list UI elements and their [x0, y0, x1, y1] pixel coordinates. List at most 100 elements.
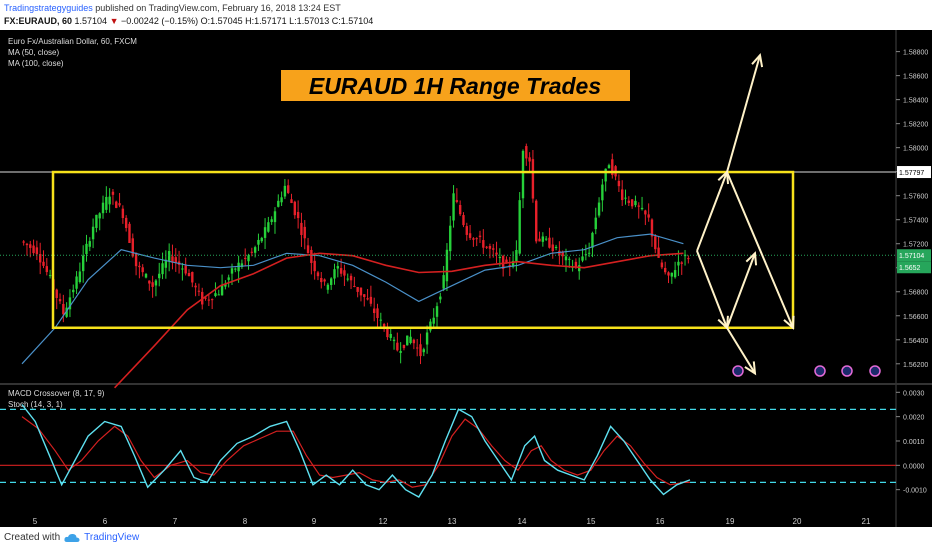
- candle-body: [349, 275, 353, 281]
- chart-canvas[interactable]: 1.588001.586001.584001.582001.580001.578…: [0, 30, 932, 528]
- candle-body: [412, 339, 416, 344]
- time-tick-label: 12: [379, 517, 388, 526]
- candle-body: [611, 159, 614, 176]
- candle-body: [442, 275, 445, 289]
- candle-body: [320, 277, 323, 283]
- projection-arrows: [696, 53, 795, 376]
- candle-body: [535, 200, 538, 242]
- price-tick-label: 1.56200: [903, 362, 928, 369]
- candle-body: [604, 168, 607, 182]
- candle-body: [98, 213, 101, 219]
- candle-body: [115, 201, 118, 208]
- candle-body: [313, 260, 316, 272]
- candle-body: [475, 238, 478, 240]
- price-tick-label: 1.58200: [903, 122, 928, 129]
- price-tick-label: 1.56800: [903, 290, 928, 297]
- candle-body: [161, 263, 164, 275]
- time-tick-label: 15: [587, 517, 596, 526]
- candle-body: [422, 349, 425, 353]
- time-tick-label: 19: [726, 517, 735, 526]
- candle-body: [207, 299, 211, 301]
- legend-stoch: Stoch (14, 3, 1): [8, 400, 63, 409]
- arrow-breakout-up: [726, 54, 761, 173]
- candle-body: [356, 286, 359, 292]
- arrow-head: [783, 315, 795, 330]
- candle-body: [68, 297, 72, 310]
- candle-body: [260, 237, 263, 242]
- candle-body: [85, 243, 88, 255]
- candle-body: [267, 222, 270, 232]
- candle-body: [204, 297, 207, 299]
- change: −0.00242 (−0.15%): [121, 16, 199, 26]
- legend-macd: MACD Crossover (8, 17, 9): [8, 389, 105, 398]
- time-tick-label: 14: [518, 517, 527, 526]
- candle-body: [306, 245, 310, 254]
- candle-body: [253, 247, 257, 253]
- candle-body: [210, 299, 214, 301]
- time-tick-label: 8: [243, 517, 248, 526]
- time-tick-label: 20: [793, 517, 802, 526]
- time-tick-label: 13: [448, 517, 457, 526]
- candle-body: [587, 252, 591, 254]
- candle-body: [505, 259, 508, 264]
- candle-body: [88, 241, 91, 247]
- candle-body: [48, 275, 52, 277]
- symbol: FX:EURAUD, 60: [4, 16, 73, 26]
- candle-body: [673, 270, 677, 278]
- candle-body: [601, 184, 604, 201]
- candle-body: [429, 321, 432, 331]
- arrow-up-2: [696, 171, 728, 252]
- candle-body: [627, 200, 631, 203]
- candle-body: [101, 202, 105, 214]
- publish-header: Tradingstrategyguides published on Tradi…: [4, 3, 341, 13]
- candle-body: [151, 282, 154, 287]
- price-tick-label: 1.57400: [903, 218, 928, 225]
- candle-body: [220, 284, 224, 296]
- candle-body: [657, 247, 660, 258]
- arrow-breakdown: [726, 327, 756, 374]
- candle-body: [624, 197, 627, 199]
- candle-body: [392, 339, 396, 342]
- candle-body: [191, 271, 194, 283]
- candle-body: [432, 317, 435, 324]
- candle-body: [118, 203, 121, 206]
- candle-body: [72, 289, 75, 293]
- range-box: [51, 170, 795, 330]
- candle-body: [581, 256, 584, 261]
- candle-body: [389, 333, 392, 338]
- candle-body: [376, 308, 379, 319]
- indicator-tick-label: -0.0010: [903, 488, 927, 495]
- created-with-text: Created with: [4, 532, 61, 543]
- candle-body: [158, 273, 161, 279]
- candle-body: [564, 256, 568, 261]
- candle-body: [644, 210, 647, 215]
- candle-body: [650, 219, 654, 237]
- price-tick-label: 1.58000: [903, 146, 928, 153]
- legend-ma50: MA (50, close): [8, 48, 59, 57]
- candle-body: [465, 226, 468, 235]
- arrow-down-2: [726, 171, 794, 329]
- legend-ma100: MA (100, close): [8, 59, 64, 68]
- candle-body: [240, 263, 244, 268]
- candle-body: [283, 185, 287, 197]
- level-price-label: 1.57797: [899, 170, 924, 177]
- tradingview-link[interactable]: TradingView: [84, 532, 140, 543]
- indicator-tick-label: 0.0020: [903, 415, 925, 422]
- publisher-link[interactable]: Tradingstrategyguides: [4, 3, 93, 13]
- candle-body: [501, 255, 505, 269]
- candle-body: [167, 251, 171, 262]
- indicator-tick-label: 0.0030: [903, 390, 925, 397]
- title-badge: [281, 70, 630, 101]
- candle-body: [663, 267, 667, 273]
- candle-body: [538, 238, 541, 242]
- candle-body: [452, 193, 455, 221]
- candle-body: [111, 191, 115, 195]
- candle-body: [277, 200, 280, 207]
- candle-body: [409, 336, 412, 344]
- candle-body: [65, 307, 68, 317]
- candle-body: [578, 265, 581, 272]
- price-tick-label: 1.57600: [903, 194, 928, 201]
- arrow-head: [751, 53, 764, 68]
- candle-body: [326, 284, 330, 290]
- candle-body: [591, 232, 594, 248]
